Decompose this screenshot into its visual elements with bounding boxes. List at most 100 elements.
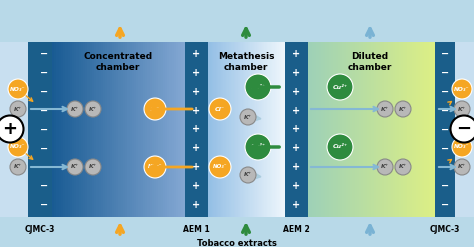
Text: −: − [40, 162, 48, 172]
Bar [372, 42, 374, 217]
Bar [101, 42, 103, 217]
Bar [283, 42, 284, 217]
Bar [333, 42, 336, 217]
Bar [350, 42, 353, 217]
Bar [81, 42, 83, 217]
Bar [281, 42, 283, 217]
Circle shape [209, 156, 231, 178]
Bar [319, 42, 321, 217]
Bar [348, 42, 350, 217]
Bar [216, 42, 217, 217]
Bar [114, 42, 116, 217]
Text: +: + [292, 143, 300, 153]
Bar [226, 42, 227, 217]
Bar [367, 42, 369, 217]
Bar [94, 42, 96, 217]
Text: K⁺: K⁺ [458, 106, 466, 111]
Bar [336, 42, 337, 217]
Bar [145, 42, 147, 217]
Bar [378, 42, 380, 217]
Bar [63, 42, 65, 217]
Bar [382, 42, 384, 217]
Text: Cu²⁺: Cu²⁺ [250, 144, 265, 149]
Bar [327, 42, 329, 217]
Text: −: − [40, 106, 48, 116]
Bar [346, 42, 348, 217]
Bar [277, 42, 279, 217]
Bar [267, 42, 268, 217]
Bar [227, 42, 228, 217]
Circle shape [452, 137, 472, 157]
Text: +: + [192, 68, 200, 78]
Bar [176, 42, 178, 217]
Text: Cl⁻: Cl⁻ [150, 106, 160, 111]
Bar [257, 42, 258, 217]
Bar [108, 42, 109, 217]
Bar [422, 42, 424, 217]
Text: K⁺: K⁺ [244, 115, 252, 120]
Bar [181, 42, 183, 217]
Bar [214, 42, 216, 217]
Bar [61, 42, 63, 217]
Bar [92, 42, 94, 217]
Text: K⁺: K⁺ [399, 165, 407, 169]
Bar [59, 42, 61, 217]
Circle shape [452, 79, 472, 99]
Bar [228, 42, 230, 217]
Bar [109, 42, 112, 217]
Text: Cu²⁺: Cu²⁺ [332, 144, 347, 149]
Bar [323, 42, 325, 217]
Text: Cu²⁺: Cu²⁺ [250, 84, 265, 89]
Bar [218, 42, 219, 217]
Text: −: − [40, 181, 48, 191]
Bar [273, 42, 275, 217]
Bar [384, 42, 386, 217]
Circle shape [209, 98, 231, 120]
Text: +: + [292, 49, 300, 59]
Bar [280, 42, 281, 217]
Bar [249, 42, 250, 217]
Bar [446, 42, 474, 217]
Bar [163, 42, 165, 217]
Bar [355, 42, 356, 217]
Bar [105, 42, 108, 217]
Bar [428, 42, 431, 217]
Bar [0, 42, 28, 217]
Bar [221, 42, 222, 217]
Bar [222, 42, 223, 217]
Text: K⁺: K⁺ [71, 165, 79, 169]
Bar [67, 42, 70, 217]
Bar [310, 42, 312, 217]
Bar [285, 42, 308, 217]
Bar [54, 42, 56, 217]
Bar [433, 42, 435, 217]
Text: −: − [441, 124, 449, 135]
Bar [174, 42, 176, 217]
Text: +: + [292, 68, 300, 78]
Bar [408, 42, 410, 217]
Bar [90, 42, 92, 217]
Circle shape [454, 159, 470, 175]
Bar [85, 42, 88, 217]
Bar [254, 42, 255, 217]
Text: −: − [441, 68, 449, 78]
Circle shape [8, 137, 28, 157]
Bar [132, 42, 134, 217]
Text: NO₃⁻: NO₃⁻ [148, 165, 162, 169]
Circle shape [144, 98, 166, 120]
Bar [395, 42, 397, 217]
Bar [123, 42, 125, 217]
Bar [252, 42, 253, 217]
Circle shape [144, 156, 166, 178]
Bar [312, 42, 314, 217]
Bar [99, 42, 101, 217]
Circle shape [10, 101, 26, 117]
Bar [236, 42, 237, 217]
Text: −: − [441, 106, 449, 116]
Bar [270, 42, 271, 217]
Text: −: − [40, 124, 48, 135]
Bar [65, 42, 67, 217]
Text: −: − [441, 181, 449, 191]
Text: −: − [441, 143, 449, 153]
Text: −: − [40, 49, 48, 59]
